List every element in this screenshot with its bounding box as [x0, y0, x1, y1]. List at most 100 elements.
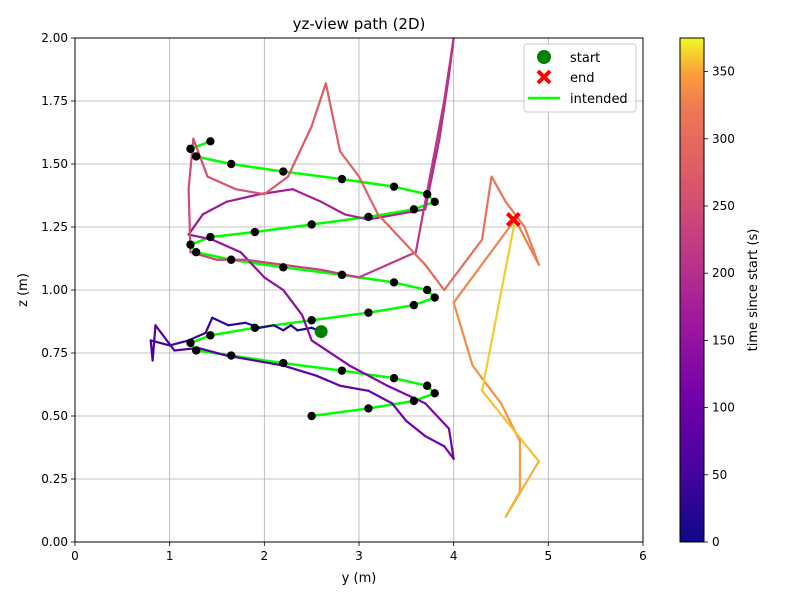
start-marker: [314, 325, 328, 339]
path-segment: [291, 188, 323, 203]
intended-waypoint: [307, 220, 316, 229]
y-tick-label: 0.00: [41, 535, 68, 549]
path-segment: [315, 374, 342, 387]
path-segment: [348, 364, 389, 387]
intended-waypoint: [191, 152, 201, 161]
path-segment: [386, 251, 417, 266]
legend: start end intended: [523, 43, 637, 113]
x-tick-label: 1: [166, 549, 174, 563]
path-segment: [296, 326, 313, 332]
y-tick-label: 1.00: [41, 283, 68, 297]
intended-waypoint: [364, 404, 373, 413]
path-segment: [310, 339, 351, 367]
path-segment: [225, 193, 261, 203]
colorbar-tick-label: 50: [712, 468, 727, 482]
path-segment: [357, 263, 389, 279]
path-segment: [282, 324, 292, 332]
colorbar-tick-label: 100: [712, 401, 735, 415]
chart-title: yz-view path (2D): [293, 15, 426, 33]
legend-intended-label: intended: [570, 92, 628, 107]
path-segment: [452, 301, 474, 367]
path-segment: [263, 175, 290, 196]
path-segment: [227, 321, 247, 327]
colorbar-tick-label: 300: [712, 132, 735, 146]
path-segment: [204, 316, 214, 334]
path-segment: [343, 213, 370, 221]
intended-waypoint: [206, 232, 215, 242]
intended-path: [188, 140, 438, 418]
y-tick-label: 2.00: [41, 31, 68, 45]
intended-line: [188, 140, 438, 418]
path-segment: [211, 238, 242, 254]
actual-path: [149, 38, 540, 518]
intended-waypoint: [389, 182, 399, 191]
legend-start-marker: [537, 50, 551, 64]
path-segment: [192, 137, 209, 178]
path-segment: [168, 339, 190, 347]
path-segment: [443, 445, 455, 460]
colorbar-tick-label: 0: [712, 535, 720, 549]
x-tick-label: 0: [71, 549, 79, 563]
path-segment: [301, 314, 313, 342]
colorbar-ticks: 0 50 100 150 200 250 300 350: [704, 65, 735, 549]
x-tick-label: 4: [450, 549, 458, 563]
path-segment: [324, 82, 342, 153]
intended-waypoints: [186, 137, 439, 421]
path-segment: [504, 460, 540, 518]
path-segment: [504, 200, 526, 229]
path-segment: [187, 213, 204, 236]
start-end-markers: [314, 212, 521, 339]
path-segment: [414, 175, 432, 254]
intended-waypoint: [250, 227, 260, 237]
intended-waypoint: [430, 293, 439, 302]
intended-waypoint: [364, 212, 373, 222]
intended-waypoint: [191, 346, 201, 355]
x-tick-label: 3: [355, 549, 363, 563]
colorbar-label: time since start (s): [746, 229, 761, 352]
path-segment: [391, 402, 408, 423]
intended-waypoint: [337, 366, 347, 375]
path-segment: [386, 384, 427, 405]
path-segment: [211, 316, 230, 327]
intended-waypoint: [186, 338, 195, 348]
path-segment: [253, 359, 285, 367]
path-segment: [452, 218, 517, 304]
colorbar-tick-label: 200: [712, 266, 735, 280]
intended-waypoint: [307, 411, 316, 421]
path-segment: [480, 389, 540, 463]
y-axis-ticks: 0.00 0.25 0.50 0.75 1.00 1.25 1.50 1.75 2.00: [41, 31, 75, 549]
intended-waypoint: [422, 381, 432, 390]
path-segment: [400, 238, 427, 266]
colorbar-tick-label: 350: [712, 65, 735, 79]
path-segment: [286, 125, 313, 178]
colorbar-tick-label: 150: [712, 333, 735, 347]
path-segment: [447, 427, 455, 460]
path-segment: [258, 324, 275, 329]
path-segment: [338, 384, 370, 392]
colorbar: [679, 37, 705, 543]
intended-waypoint: [227, 159, 236, 169]
intended-waypoint: [337, 174, 347, 184]
y-tick-label: 1.25: [41, 220, 68, 234]
x-axis-label: y (m): [342, 571, 377, 586]
path-segment: [320, 200, 346, 216]
path-segment: [201, 200, 228, 216]
intended-waypoint: [186, 144, 195, 154]
path-segment: [462, 238, 484, 266]
intended-waypoint: [430, 389, 439, 398]
path-segment: [206, 175, 238, 191]
path-segment: [367, 213, 398, 221]
y-tick-label: 0.25: [41, 472, 68, 486]
path-segment: [357, 175, 380, 216]
intended-waypoint: [409, 396, 419, 406]
intended-waypoint: [250, 323, 260, 332]
colorbar-tick-label: 250: [712, 199, 735, 213]
intended-waypoint: [337, 270, 347, 280]
path-segment: [263, 276, 285, 292]
intended-waypoint: [186, 240, 195, 249]
end-marker-stroke: [505, 212, 521, 227]
intended-waypoint: [307, 316, 316, 325]
intended-waypoint: [409, 205, 419, 214]
x-tick-label: 6: [639, 549, 647, 563]
